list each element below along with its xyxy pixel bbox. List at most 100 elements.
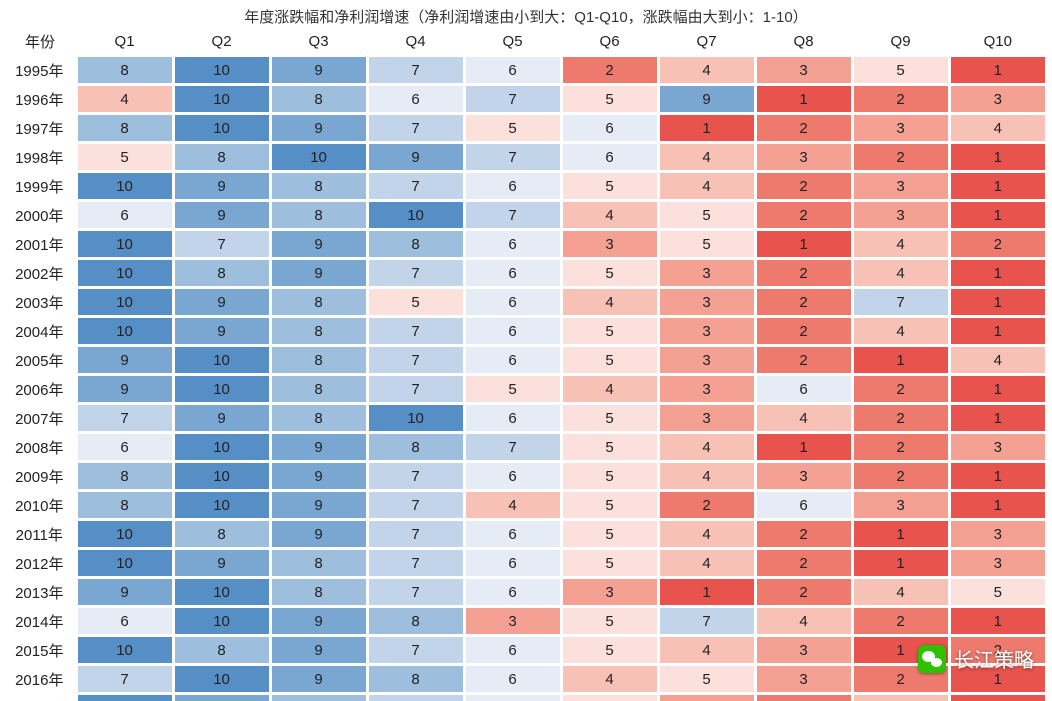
table-row: 2015年10897654312 xyxy=(4,636,1047,665)
col-header: Q1 xyxy=(76,28,173,56)
heatmap-cell: 9 xyxy=(658,85,755,114)
heatmap-cell: 9 xyxy=(270,491,367,520)
heatmap-cell: 2 xyxy=(852,143,949,172)
heatmap-cell: 6 xyxy=(464,346,561,375)
table-row: 2004年10987653241 xyxy=(4,317,1047,346)
heatmap-cell: 8 xyxy=(270,85,367,114)
heatmap-cell: 3 xyxy=(755,665,852,694)
heatmap-cell: 3 xyxy=(658,346,755,375)
heatmap-cell: 1 xyxy=(949,201,1046,230)
heatmap-cell: 6 xyxy=(464,636,561,665)
heatmap-cell: 4 xyxy=(561,375,658,404)
heatmap-cell: 1 xyxy=(949,607,1046,636)
table-row: 2016年71098645321 xyxy=(4,665,1047,694)
heatmap-cell: 7 xyxy=(367,491,464,520)
heatmap-cell: 9 xyxy=(173,549,270,578)
heatmap-cell: 9 xyxy=(270,636,367,665)
heatmap-cell: 1 xyxy=(949,491,1046,520)
heatmap-cell: 4 xyxy=(658,549,755,578)
heatmap-cell: 7 xyxy=(367,520,464,549)
heatmap-cell: 7 xyxy=(464,143,561,172)
heatmap-cell: 6 xyxy=(464,56,561,85)
heatmap-cell: 4 xyxy=(852,578,949,607)
heatmap-cell: 9 xyxy=(270,56,367,85)
heatmap-cell: 1 xyxy=(949,694,1046,701)
heatmap-cell: 9 xyxy=(173,172,270,201)
heatmap-cell: 7 xyxy=(367,549,464,578)
heatmap-cell: 3 xyxy=(464,607,561,636)
col-header: Q2 xyxy=(173,28,270,56)
heatmap-cell: 7 xyxy=(367,578,464,607)
heatmap-cell: 7 xyxy=(367,636,464,665)
heatmap-cell: 3 xyxy=(949,520,1046,549)
heatmap-cell: 2 xyxy=(561,56,658,85)
heatmap-cell: 7 xyxy=(367,346,464,375)
heatmap-cell: 6 xyxy=(76,201,173,230)
heatmap-cell: 3 xyxy=(755,143,852,172)
heatmap-cell: 9 xyxy=(270,114,367,143)
heatmap-cell: 8 xyxy=(76,462,173,491)
heatmap-cell: 8 xyxy=(270,578,367,607)
col-header: Q7 xyxy=(658,28,755,56)
heatmap-cell: 1 xyxy=(755,230,852,259)
heatmap-cell: 3 xyxy=(658,404,755,433)
heatmap-cell: 2 xyxy=(755,201,852,230)
heatmap-cell: 8 xyxy=(367,607,464,636)
table-row: 2017年10987653241 xyxy=(4,694,1047,701)
heatmap-cell: 9 xyxy=(367,143,464,172)
heatmap-cell: 4 xyxy=(658,172,755,201)
heatmap-cell: 9 xyxy=(270,462,367,491)
year-cell: 2014年 xyxy=(4,607,76,636)
heatmap-cell: 4 xyxy=(658,143,755,172)
heatmap-cell: 8 xyxy=(367,230,464,259)
year-cell: 2008年 xyxy=(4,433,76,462)
col-header: Q6 xyxy=(561,28,658,56)
heatmap-cell: 1 xyxy=(852,520,949,549)
year-cell: 1995年 xyxy=(4,56,76,85)
heatmap-cell: 1 xyxy=(949,143,1046,172)
heatmap-cell: 5 xyxy=(561,317,658,346)
heatmap-cell: 8 xyxy=(173,520,270,549)
heatmap-cell: 5 xyxy=(367,288,464,317)
heatmap-cell: 9 xyxy=(173,694,270,701)
heatmap-cell: 1 xyxy=(949,288,1046,317)
heatmap-cell: 1 xyxy=(852,346,949,375)
heatmap-cell: 8 xyxy=(270,288,367,317)
heatmap-cell: 6 xyxy=(464,404,561,433)
heatmap-cell: 9 xyxy=(76,578,173,607)
heatmap-cell: 4 xyxy=(852,694,949,701)
heatmap-cell: 6 xyxy=(464,578,561,607)
heatmap-cell: 10 xyxy=(76,317,173,346)
heatmap-cell: 3 xyxy=(658,694,755,701)
heatmap-cell: 9 xyxy=(173,404,270,433)
heatmap-cell: 9 xyxy=(270,433,367,462)
heatmap-cell: 5 xyxy=(561,462,658,491)
header-row: 年份 Q1Q2Q3Q4Q5Q6Q7Q8Q9Q10 xyxy=(4,28,1047,56)
heatmap-cell: 7 xyxy=(76,665,173,694)
heatmap-cell: 7 xyxy=(464,85,561,114)
heatmap-cell: 8 xyxy=(270,694,367,701)
heatmap-cell: 5 xyxy=(561,607,658,636)
heatmap-cell: 5 xyxy=(561,433,658,462)
year-cell: 2011年 xyxy=(4,520,76,549)
heatmap-cell: 2 xyxy=(755,317,852,346)
year-cell: 2013年 xyxy=(4,578,76,607)
heatmap-cell: 7 xyxy=(367,259,464,288)
heatmap-cell: 7 xyxy=(367,462,464,491)
heatmap-cell: 4 xyxy=(658,520,755,549)
heatmap-cell: 4 xyxy=(76,85,173,114)
table-row: 2009年81097654321 xyxy=(4,462,1047,491)
heatmap-cell: 5 xyxy=(658,230,755,259)
heatmap-cell: 8 xyxy=(367,433,464,462)
heatmap-cell: 9 xyxy=(173,288,270,317)
heatmap-cell: 1 xyxy=(852,549,949,578)
heatmap-cell: 3 xyxy=(949,85,1046,114)
heatmap-cell: 2 xyxy=(949,636,1046,665)
col-header: Q10 xyxy=(949,28,1046,56)
heatmap-cell: 2 xyxy=(755,346,852,375)
year-cell: 1996年 xyxy=(4,85,76,114)
heatmap-cell: 2 xyxy=(852,433,949,462)
table-row: 1995年81097624351 xyxy=(4,56,1047,85)
heatmap-cell: 10 xyxy=(173,114,270,143)
heatmap-cell: 9 xyxy=(173,201,270,230)
